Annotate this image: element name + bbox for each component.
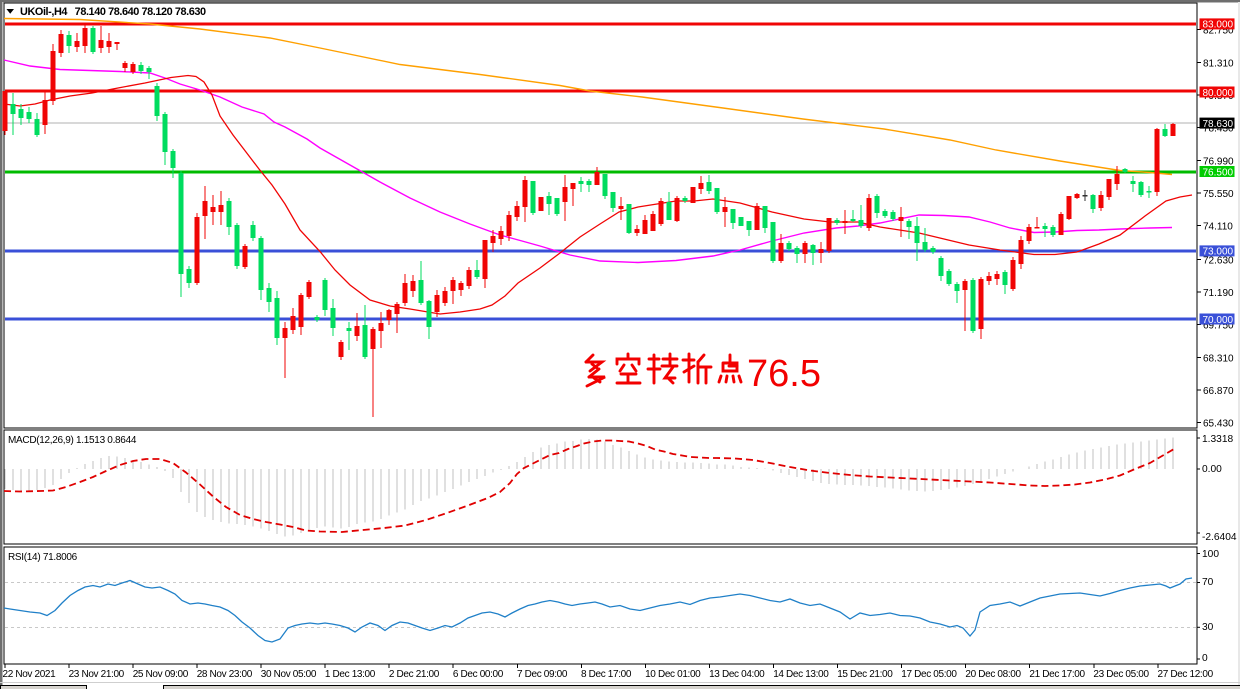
svg-text:6 Dec 00:00: 6 Dec 00:00 [453, 669, 504, 680]
svg-text:13 Dec 04:00: 13 Dec 04:00 [709, 669, 765, 680]
svg-text:70: 70 [1202, 577, 1214, 588]
svg-text:30 Nov 05:00: 30 Nov 05:00 [261, 669, 317, 680]
svg-text:0: 0 [1202, 653, 1208, 664]
svg-text:0.00: 0.00 [1202, 464, 1222, 475]
svg-text:-2.6404: -2.6404 [1202, 532, 1237, 543]
svg-text:23 Nov 21:00: 23 Nov 21:00 [69, 669, 125, 680]
svg-text:66.870: 66.870 [1203, 386, 1234, 397]
svg-text:76.990: 76.990 [1203, 156, 1234, 167]
svg-text:1.3318: 1.3318 [1202, 434, 1233, 445]
svg-text:8 Dec 17:00: 8 Dec 17:00 [581, 669, 632, 680]
svg-text:21 Dec 17:00: 21 Dec 17:00 [1029, 669, 1085, 680]
svg-text:UKOil-,H4 78.140 78.640 78.12: UKOil-,H4 78.140 78.640 78.120 78.630 [20, 6, 206, 18]
svg-text:74.110: 74.110 [1203, 222, 1233, 233]
svg-text:RSI(14) 71.8006: RSI(14) 71.8006 [8, 552, 78, 563]
svg-text:70.000: 70.000 [1203, 315, 1234, 326]
svg-text:75.550: 75.550 [1203, 189, 1234, 200]
svg-text:68.310: 68.310 [1203, 353, 1234, 364]
svg-text:83.000: 83.000 [1203, 20, 1234, 31]
svg-text:71.190: 71.190 [1203, 288, 1234, 299]
svg-text:MACD(12,26,9) 1.1513 0.8644: MACD(12,26,9) 1.1513 0.8644 [8, 435, 137, 446]
svg-text:15 Dec 21:00: 15 Dec 21:00 [837, 669, 893, 680]
svg-text:73.000: 73.000 [1203, 247, 1234, 258]
svg-text:23 Dec 05:00: 23 Dec 05:00 [1093, 669, 1149, 680]
svg-text:76.500: 76.500 [1203, 167, 1234, 178]
svg-text:80.000: 80.000 [1203, 88, 1234, 99]
svg-text:20 Dec 08:00: 20 Dec 08:00 [965, 669, 1021, 680]
svg-text:1 Dec 13:00: 1 Dec 13:00 [325, 669, 376, 680]
svg-text:78.630: 78.630 [1203, 119, 1234, 130]
svg-text:17 Dec 05:00: 17 Dec 05:00 [901, 669, 957, 680]
svg-text:28 Nov 23:00: 28 Nov 23:00 [197, 669, 253, 680]
svg-text:27 Dec 12:00: 27 Dec 12:00 [1158, 669, 1214, 680]
svg-text:76.5: 76.5 [747, 353, 821, 395]
svg-text:30: 30 [1202, 622, 1214, 633]
svg-text:7 Dec 09:00: 7 Dec 09:00 [517, 669, 568, 680]
svg-text:2 Dec 21:00: 2 Dec 21:00 [389, 669, 440, 680]
svg-text:100: 100 [1202, 549, 1219, 560]
svg-text:14 Dec 13:00: 14 Dec 13:00 [773, 669, 829, 680]
svg-text:22 Nov 2021: 22 Nov 2021 [3, 669, 57, 680]
svg-text:65.430: 65.430 [1203, 419, 1234, 430]
svg-text:25 Nov 09:00: 25 Nov 09:00 [133, 669, 189, 680]
svg-text:81.310: 81.310 [1203, 58, 1234, 69]
svg-text:10 Dec 01:00: 10 Dec 01:00 [645, 669, 701, 680]
